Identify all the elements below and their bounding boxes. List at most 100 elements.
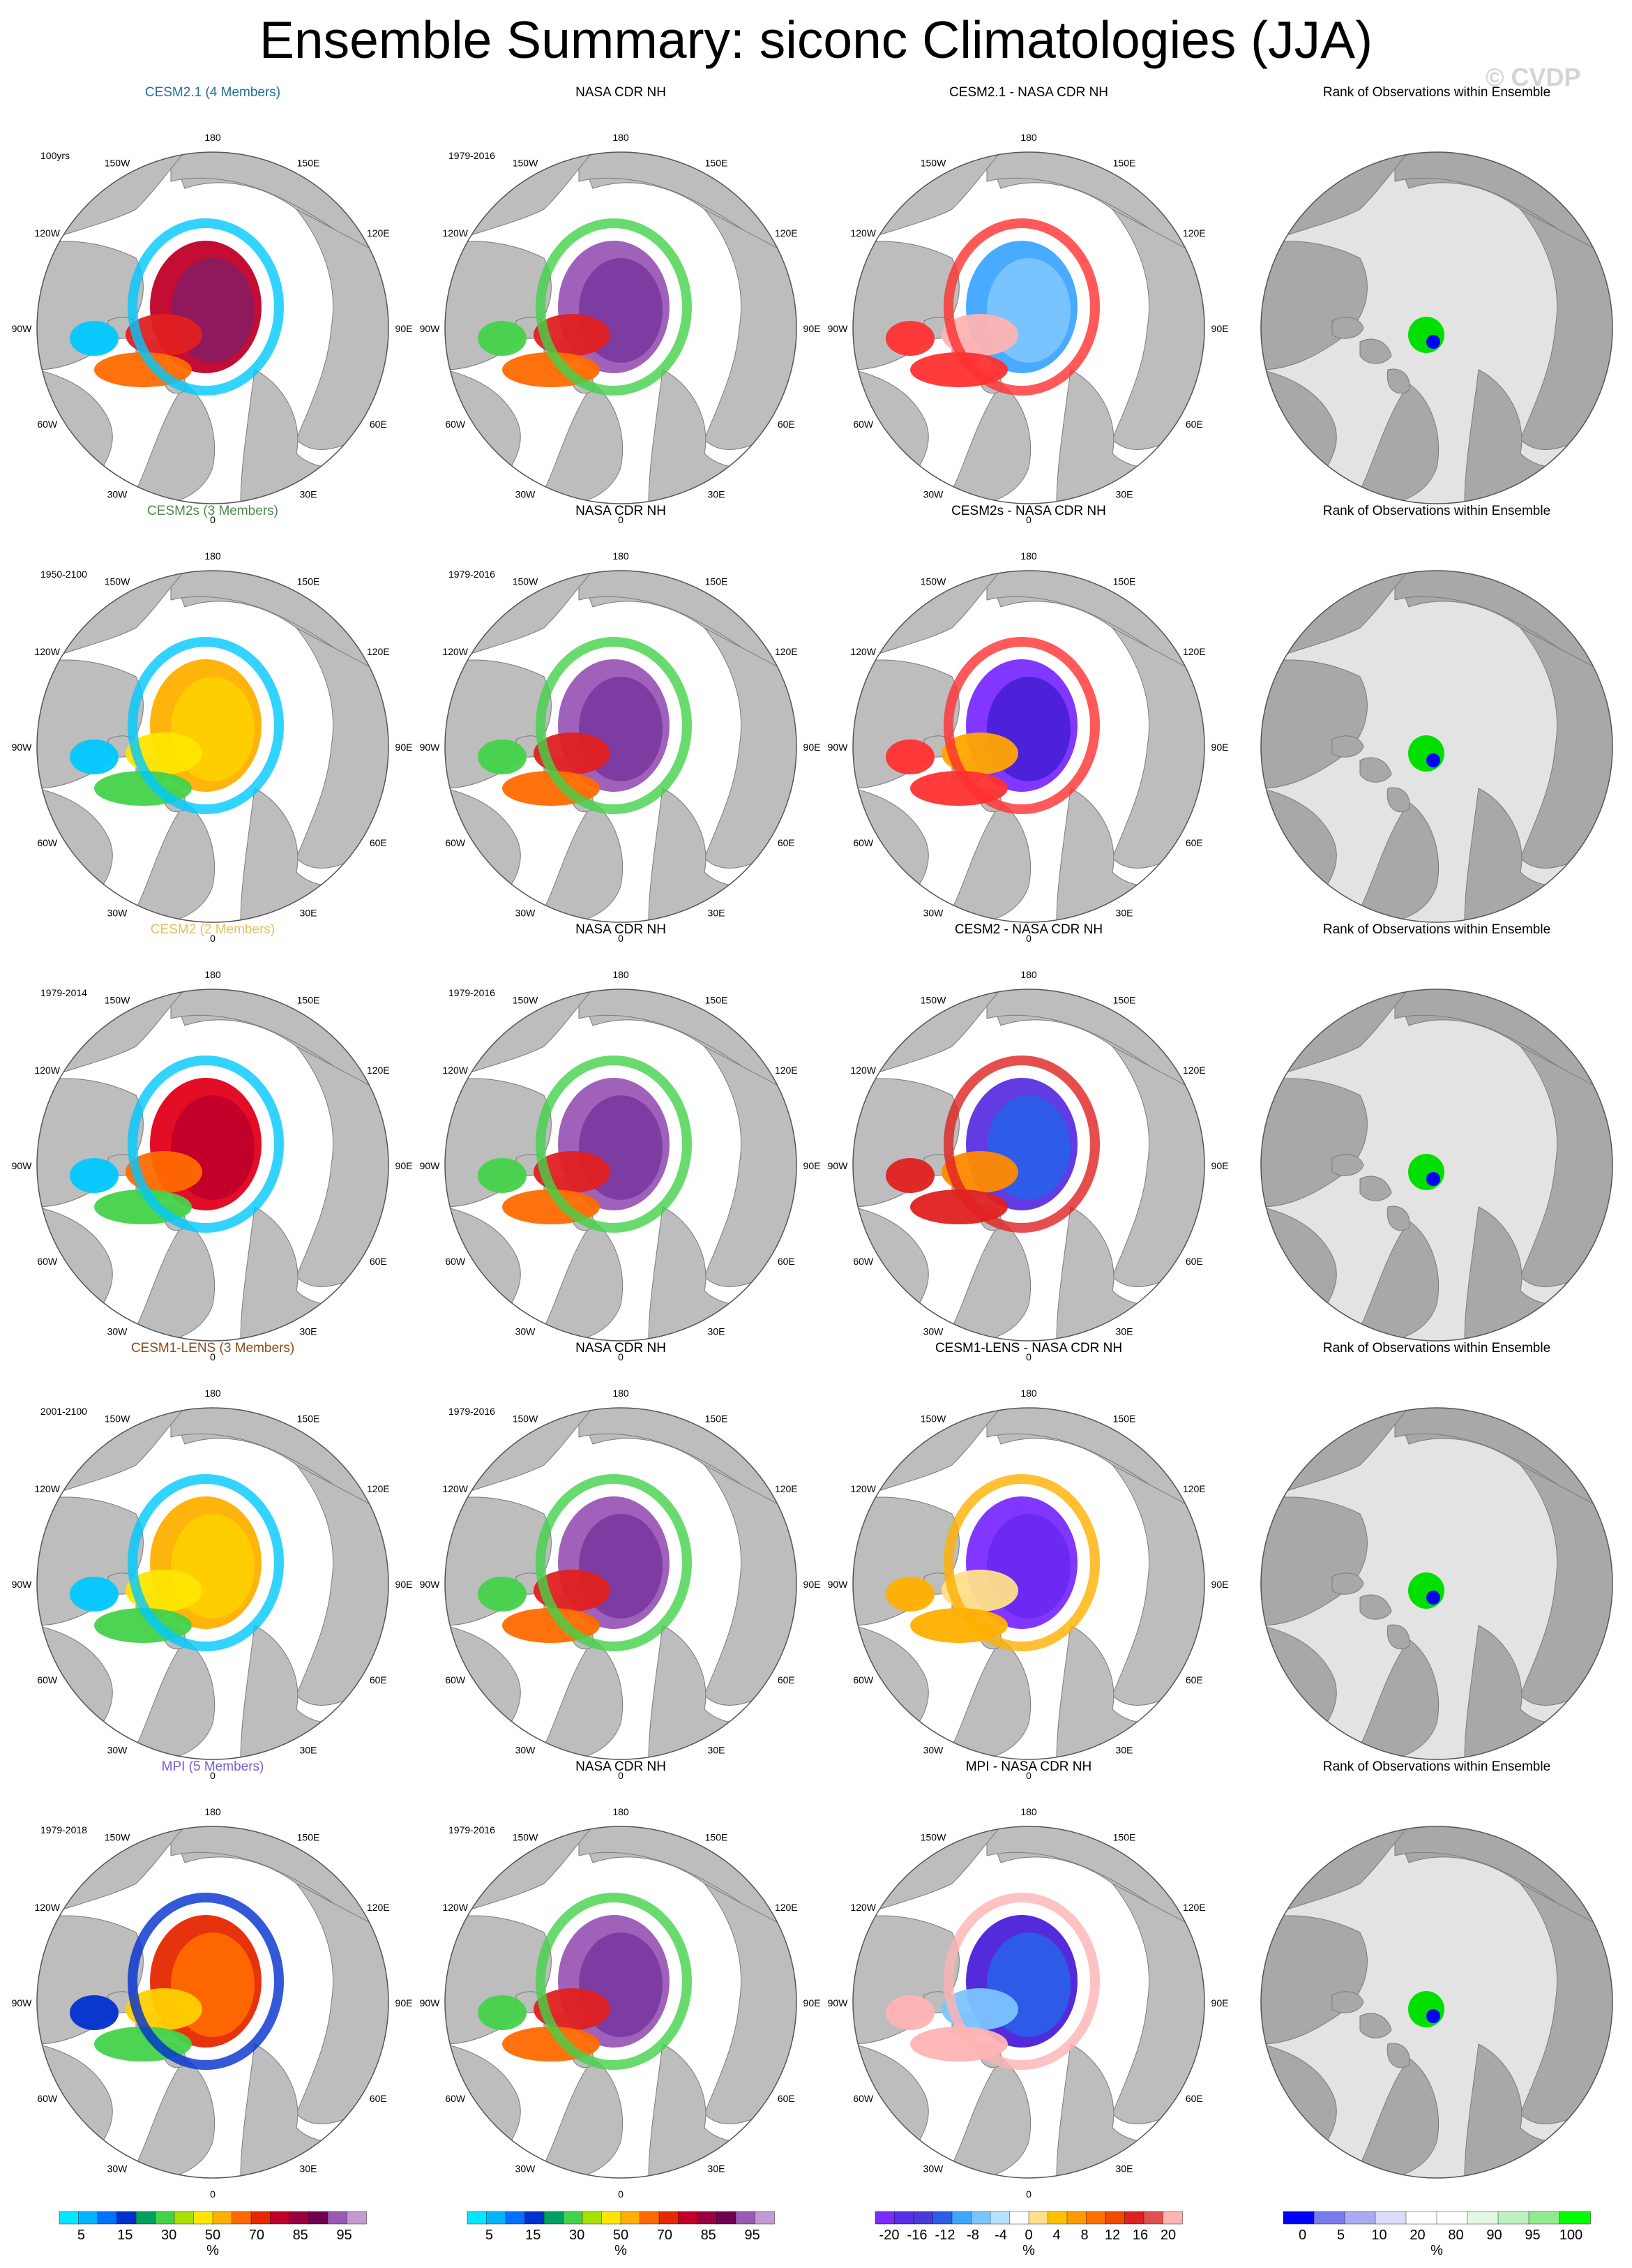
longitude-label: 180: [612, 132, 629, 143]
longitude-label: 150E: [297, 1413, 320, 1425]
colorbar-swatch: [735, 2211, 756, 2225]
longitude-label: 150W: [921, 1413, 946, 1425]
longitude-label: 60W: [853, 1256, 874, 1267]
colorbar-tick-label: 100: [1559, 2228, 1582, 2243]
longitude-label: 30W: [107, 2163, 128, 2174]
colorbar-tick-label: 30: [161, 2228, 176, 2243]
longitude-label: 60E: [370, 2093, 387, 2104]
longitude-label: 30E: [1116, 2163, 1133, 2174]
colorbar-swatch: [932, 2211, 953, 2225]
longitude-label: 60E: [370, 1674, 387, 1685]
longitude-label: 30E: [1116, 1325, 1133, 1337]
longitude-label: 90E: [1211, 323, 1229, 334]
longitude-label: 120E: [367, 1902, 390, 1913]
longitude-label: 180: [612, 1388, 629, 1399]
longitude-label: 60W: [445, 419, 466, 430]
longitude-label: 90W: [420, 323, 441, 334]
longitude-label: 60E: [1186, 1256, 1203, 1267]
map-border: [36, 570, 389, 923]
panel-title: CESM2s (3 Members): [147, 504, 278, 518]
colorbar-swatch: [1375, 2211, 1407, 2225]
colorbar-tick-label: 8: [1080, 2228, 1088, 2243]
panel-title: MPI (5 Members): [162, 1759, 264, 1774]
colorbar-tick-label: 16: [1133, 2228, 1148, 2243]
longitude-label: 60W: [853, 2093, 874, 2104]
longitude-label: 30E: [708, 488, 725, 500]
longitude-label: 30W: [923, 1744, 944, 1755]
longitude-label: 90E: [803, 1579, 821, 1590]
longitude-label: 120E: [1183, 646, 1206, 657]
colorbar-swatch: [1163, 2211, 1183, 2225]
longitude-label: 150W: [921, 158, 946, 169]
colorbar-tick-label: 20: [1161, 2228, 1176, 2243]
colorbar-swatch: [212, 2211, 233, 2225]
ice-concentration-region: [886, 739, 935, 774]
panel-title: NASA CDR NH: [575, 85, 666, 100]
longitude-label: 150E: [1113, 158, 1136, 169]
longitude-label: 180: [1020, 132, 1037, 143]
longitude-label: 150E: [297, 1832, 320, 1843]
rank-highlight: [1408, 1991, 1444, 2027]
longitude-label: 180: [1020, 969, 1037, 980]
colorbar-swatch: [640, 2211, 660, 2225]
colorbar-tick-label: 95: [744, 2228, 760, 2243]
colorbar-swatch: [1559, 2211, 1591, 2225]
ice-concentration-region: [886, 321, 935, 356]
longitude-label: 0: [210, 514, 216, 525]
longitude-label: 90W: [12, 323, 33, 334]
longitude-label: 90E: [1211, 1579, 1229, 1590]
longitude-label: 120W: [34, 227, 60, 239]
colorbar-tick-label: 85: [293, 2228, 308, 2243]
longitude-label: 150E: [705, 158, 728, 169]
longitude-label: 90E: [803, 323, 821, 334]
longitude-label: 150W: [513, 576, 538, 587]
colorbar-swatch: [990, 2211, 1011, 2225]
longitude-label: 150E: [1113, 1832, 1136, 1843]
longitude-label: 60W: [853, 837, 874, 848]
period-label: 1979-2014: [40, 987, 87, 998]
colorbar-swatch: [913, 2211, 934, 2225]
period-label: 1979-2016: [448, 569, 495, 580]
map-border: [36, 989, 389, 1342]
longitude-label: 180: [204, 1388, 221, 1399]
longitude-label: 60E: [370, 1256, 387, 1267]
longitude-label: 150E: [1113, 576, 1136, 587]
longitude-label: 30E: [300, 907, 317, 918]
colorbar-tick-label: 15: [525, 2228, 541, 2243]
colorbar-swatch: [232, 2211, 252, 2225]
longitude-label: 60E: [370, 837, 387, 848]
longitude-label: 180: [204, 550, 221, 562]
longitude-label: 180: [204, 1806, 221, 1817]
colorbar-swatch: [1405, 2211, 1437, 2225]
longitude-label: 90W: [420, 1579, 441, 1590]
longitude-label: 60E: [370, 419, 387, 430]
longitude-label: 150W: [105, 1832, 130, 1843]
longitude-label: 120W: [850, 1902, 876, 1913]
longitude-label: 60E: [1186, 837, 1203, 848]
longitude-label: 90E: [395, 1160, 413, 1171]
map-border: [444, 570, 797, 923]
panel-title: NASA CDR NH: [575, 922, 666, 937]
map-border: [36, 151, 389, 504]
colorbar-swatch: [97, 2211, 118, 2225]
longitude-label: 30W: [515, 1744, 536, 1755]
longitude-label: 0: [618, 514, 624, 525]
longitude-label: 120E: [775, 1902, 798, 1913]
colorbar-swatch: [193, 2211, 213, 2225]
panel-title: Rank of Observations within Ensemble: [1323, 922, 1550, 937]
map-border: [444, 1826, 797, 2179]
colorbar-swatch: [327, 2211, 348, 2225]
longitude-label: 60W: [445, 1256, 466, 1267]
colorbar-swatch: [135, 2211, 156, 2225]
longitude-label: 180: [612, 550, 629, 562]
longitude-label: 150E: [1113, 1413, 1136, 1425]
colorbar-swatch: [678, 2211, 698, 2225]
longitude-label: 120W: [442, 1065, 468, 1076]
colorbar-diff: -20 -16 -12 -8 -4 0 4 8 12 16 20%: [875, 2211, 1183, 2258]
colorbar-tick-label: 5: [485, 2228, 493, 2243]
map-border: [852, 1826, 1205, 2179]
longitude-label: 150W: [105, 576, 130, 587]
colorbar-swatch: [971, 2211, 991, 2225]
longitude-label: 60E: [778, 419, 795, 430]
